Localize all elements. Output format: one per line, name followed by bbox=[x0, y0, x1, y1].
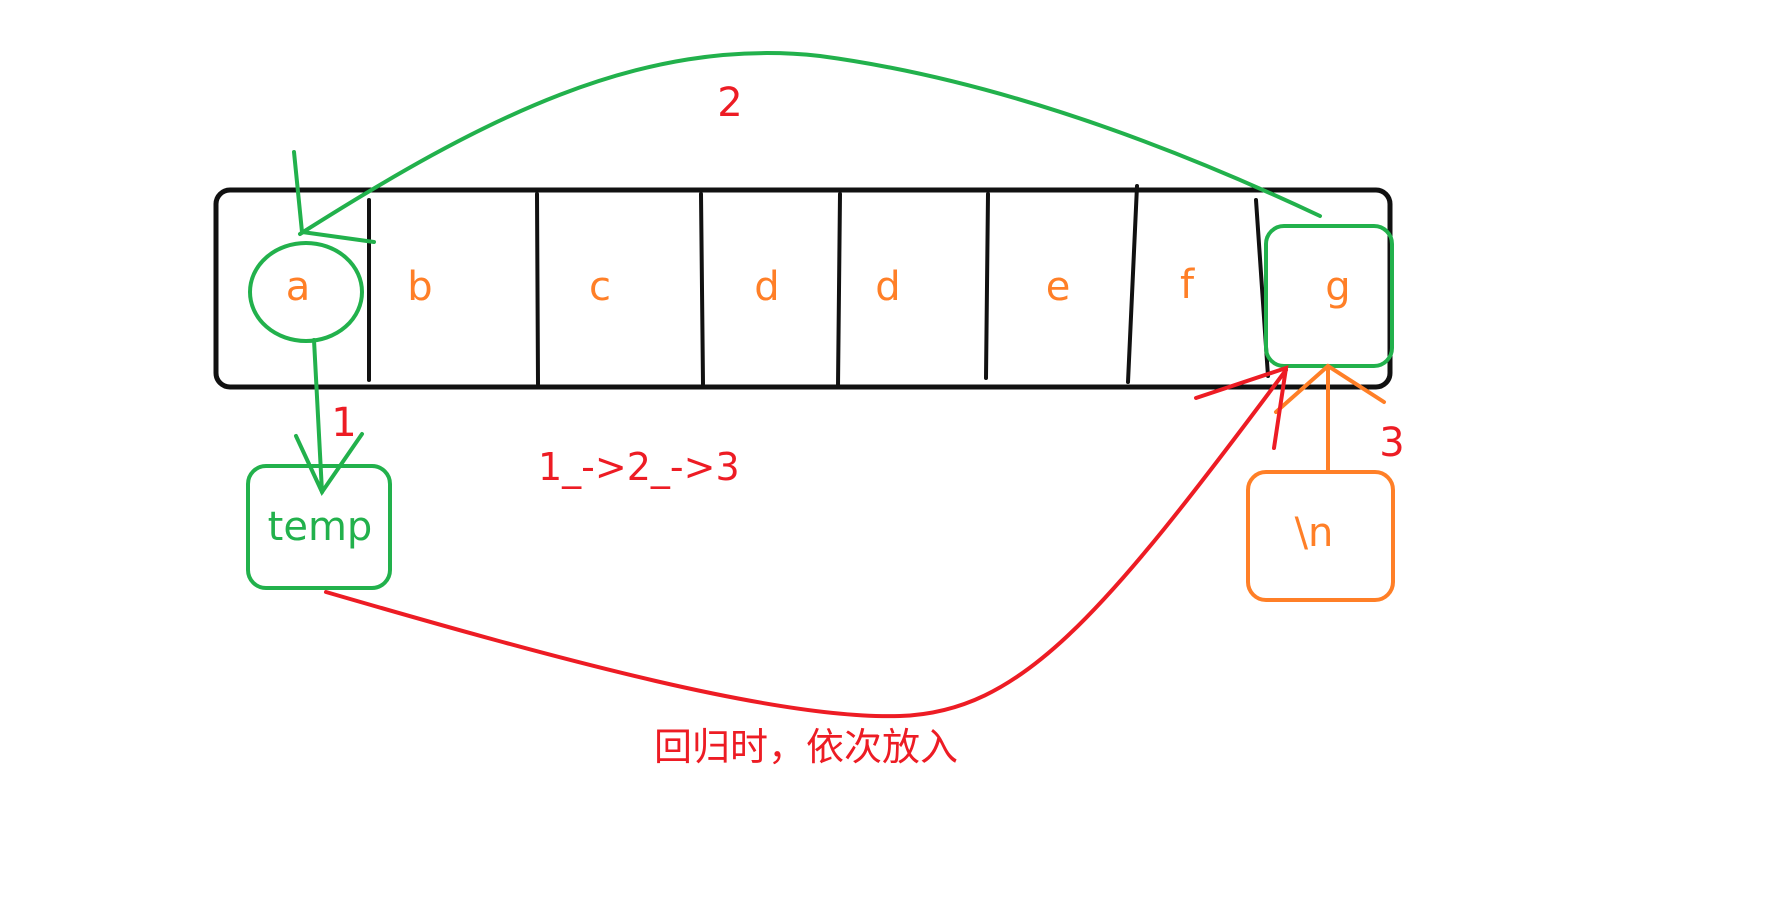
temp-label: temp bbox=[268, 504, 373, 550]
newline-label: \n bbox=[1295, 510, 1334, 556]
cell-d1: d bbox=[754, 264, 779, 310]
cell-a: a bbox=[286, 264, 311, 310]
cell-c: c bbox=[589, 264, 611, 310]
divider-5 bbox=[984, 192, 990, 380]
arrow-newline-to-g bbox=[1274, 363, 1386, 474]
sequence-label: 1_->2_->3 bbox=[538, 445, 740, 489]
cell-e: e bbox=[1046, 264, 1071, 310]
newline-box bbox=[1246, 470, 1395, 602]
cell-dividers bbox=[367, 184, 1270, 388]
array-outline bbox=[213, 187, 1393, 390]
step-1-label: 1 bbox=[331, 400, 356, 446]
cell-letters: a b c d d e f g bbox=[286, 262, 1351, 310]
divider-3 bbox=[699, 192, 705, 386]
cell-g: g bbox=[1325, 264, 1350, 310]
step-3-label: 3 bbox=[1379, 420, 1404, 466]
arrow-temp-to-g bbox=[324, 365, 1289, 719]
arrow-g-to-a bbox=[292, 51, 1322, 244]
a-highlight-circle bbox=[248, 241, 364, 343]
cell-b: b bbox=[407, 264, 432, 310]
cell-d2: d bbox=[875, 264, 900, 310]
divider-4 bbox=[836, 192, 842, 388]
note-label: 回归时，依次放入 bbox=[654, 725, 958, 769]
divider-2 bbox=[535, 192, 540, 386]
step-2-label: 2 bbox=[717, 80, 742, 126]
temp-box bbox=[246, 464, 392, 590]
cell-f: f bbox=[1180, 262, 1195, 308]
divider-6 bbox=[1126, 184, 1139, 384]
